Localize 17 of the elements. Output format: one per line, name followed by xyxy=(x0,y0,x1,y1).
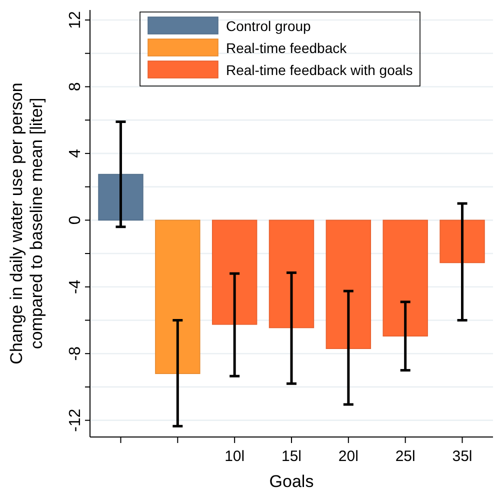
x-tick-label: 25l xyxy=(395,448,416,465)
y-tick-label: -4 xyxy=(67,280,84,294)
y-tick-label: 12 xyxy=(67,11,84,29)
legend-label: Real-time feedback xyxy=(226,40,348,56)
x-tick-label: 35l xyxy=(452,448,472,465)
x-axis-title: Goals xyxy=(269,472,314,491)
y-tick-label: -12 xyxy=(67,408,84,432)
legend-label: Real-time feedback with goals xyxy=(226,62,413,78)
y-tick-label: 0 xyxy=(67,216,84,225)
y-tick-label: 8 xyxy=(67,82,84,92)
y-tick-label: 4 xyxy=(67,148,84,158)
y-tick-label: -8 xyxy=(67,346,84,361)
legend-label: Control group xyxy=(226,18,312,34)
x-tick-label: 20l xyxy=(338,448,358,465)
x-tick-label: 15l xyxy=(281,448,302,465)
x-tick-label: 10l xyxy=(224,448,245,465)
y-axis-title: Change in daily water use per person compared to baseline mean [liter] xyxy=(7,82,46,364)
